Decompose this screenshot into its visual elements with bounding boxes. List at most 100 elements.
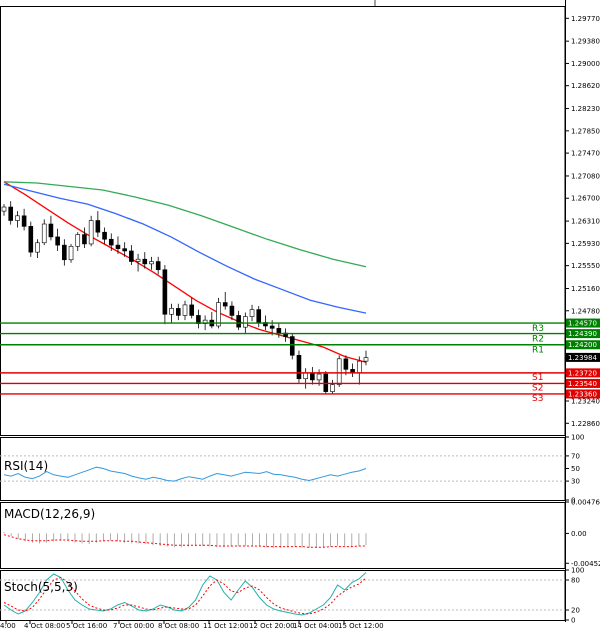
- level-tag-value-R2: 1.24390: [568, 330, 597, 338]
- price-tick-label: 1.26700: [571, 195, 600, 203]
- candle-bull: [356, 360, 362, 374]
- candle-bull: [15, 215, 20, 221]
- time-tick-label: 7 Oct 00:00: [113, 622, 154, 630]
- candle-bull: [1, 206, 7, 212]
- candle-bull: [330, 384, 335, 392]
- candle-bear: [8, 206, 14, 221]
- candle-bear: [289, 336, 295, 356]
- candle-bear: [189, 304, 195, 316]
- candle-bear: [55, 236, 60, 246]
- candle-bear: [229, 305, 235, 316]
- price-tick-label: 1.27080: [571, 172, 600, 180]
- stoch-label: Stoch(5,5,3): [4, 580, 78, 594]
- macd-tick-label: 0.00: [571, 530, 587, 538]
- candle-bear: [296, 354, 302, 380]
- candle-bear: [129, 250, 134, 262]
- stoch-d-line: [3, 576, 367, 615]
- price-tick-label: 1.25160: [571, 285, 600, 293]
- candle-bull: [41, 223, 47, 244]
- candle-bull: [363, 357, 369, 362]
- candle-bear: [276, 328, 282, 334]
- price-tick-label: 1.29000: [571, 60, 600, 68]
- level-name-R3: R3: [532, 324, 544, 334]
- candle-bull: [68, 245, 74, 261]
- time-tick-label: 4 Oct 08:00: [24, 622, 65, 630]
- candle-bear: [122, 248, 127, 252]
- stoch-tick-label: 100: [571, 567, 584, 575]
- candle-bear: [236, 315, 241, 328]
- level-tag-value-S1: 1.23720: [568, 369, 597, 377]
- candle-bear: [95, 220, 101, 233]
- rsi-line: [3, 466, 367, 482]
- candle-bull: [149, 261, 154, 265]
- candle-bear: [115, 244, 121, 249]
- level-tag-value-R1: 1.24200: [568, 341, 597, 349]
- moving-average-line-2: [3, 183, 367, 314]
- rsi-label: RSI(14): [4, 459, 49, 473]
- stoch-tick-label: 0: [571, 617, 575, 625]
- price-tick-label: 1.22860: [571, 420, 600, 428]
- price-tick-label: 1.24780: [571, 307, 600, 315]
- time-tick-label: 4:00: [0, 622, 16, 630]
- macd-tick-label: -0.004524: [571, 560, 600, 568]
- candle-bear: [269, 325, 275, 329]
- candle-bull: [316, 373, 322, 381]
- level-tag-S2: [566, 378, 600, 388]
- candle-bull: [75, 234, 81, 247]
- rsi-tick-label: 30: [571, 478, 580, 486]
- candle-bull: [88, 220, 94, 245]
- rsi-tick-label: 0: [571, 497, 575, 505]
- level-tag-value-R3: 1.24570: [568, 320, 597, 328]
- price-tick-label: 1.28620: [571, 82, 600, 90]
- rsi-tick-label: 100: [571, 434, 584, 442]
- candle-bear: [62, 244, 67, 261]
- price-tick-label: 1.28230: [571, 105, 600, 113]
- rsi-pane-frame: [0, 437, 566, 501]
- candle-bear: [28, 226, 34, 253]
- candle-bear: [142, 258, 148, 265]
- time-tick-label: 14 Oct 04:00: [293, 622, 339, 630]
- candle-bull: [243, 316, 248, 328]
- candle-bull: [35, 242, 40, 253]
- main-pane-frame: [0, 6, 566, 436]
- level-name-S2: S2: [532, 383, 543, 393]
- time-tick-label: 15 Oct 12:00: [338, 622, 384, 630]
- current-price-tag: [566, 352, 600, 362]
- level-name-R1: R1: [532, 346, 544, 356]
- price-tick-label: 1.23240: [571, 398, 600, 406]
- level-tag-R2: [566, 329, 600, 339]
- candle-bear: [82, 234, 87, 245]
- stoch-tick-label: 20: [571, 607, 580, 615]
- current-price-value: 1.23984: [568, 354, 597, 362]
- level-tag-value-S2: 1.23540: [568, 380, 597, 388]
- candle-bear: [222, 302, 228, 307]
- price-tick-label: 1.25550: [571, 262, 600, 270]
- level-name-S3: S3: [532, 394, 543, 404]
- candle-bear: [162, 269, 168, 315]
- rsi-tick-label: 50: [571, 465, 580, 473]
- candle-bull: [182, 304, 188, 316]
- candle-bear: [343, 358, 349, 370]
- level-tag-R3: [566, 318, 600, 328]
- price-tick-label: 1.26310: [571, 218, 600, 226]
- stoch-k-line: [3, 572, 367, 616]
- level-tag-S3: [566, 389, 600, 399]
- candle-bull: [216, 302, 221, 327]
- stoch-tick-label: 80: [571, 577, 580, 585]
- candle-bull: [303, 372, 308, 380]
- level-tag-value-S3: 1.23360: [568, 390, 597, 398]
- price-tick-label: 1.29380: [571, 38, 600, 46]
- rsi-tick-label: 70: [571, 452, 580, 460]
- candle-bear: [175, 308, 181, 316]
- moving-average-line-3: [3, 181, 367, 268]
- level-tag-R1: [566, 340, 600, 350]
- time-tick-label: 8 Oct 08:00: [158, 622, 199, 630]
- stoch-pane-frame: [0, 570, 566, 621]
- candle-bear: [155, 261, 161, 271]
- level-tag-S1: [566, 368, 600, 378]
- level-name-R2: R2: [532, 335, 544, 345]
- candle-bear: [310, 372, 315, 381]
- macd-label: MACD(12,26,9): [4, 507, 96, 521]
